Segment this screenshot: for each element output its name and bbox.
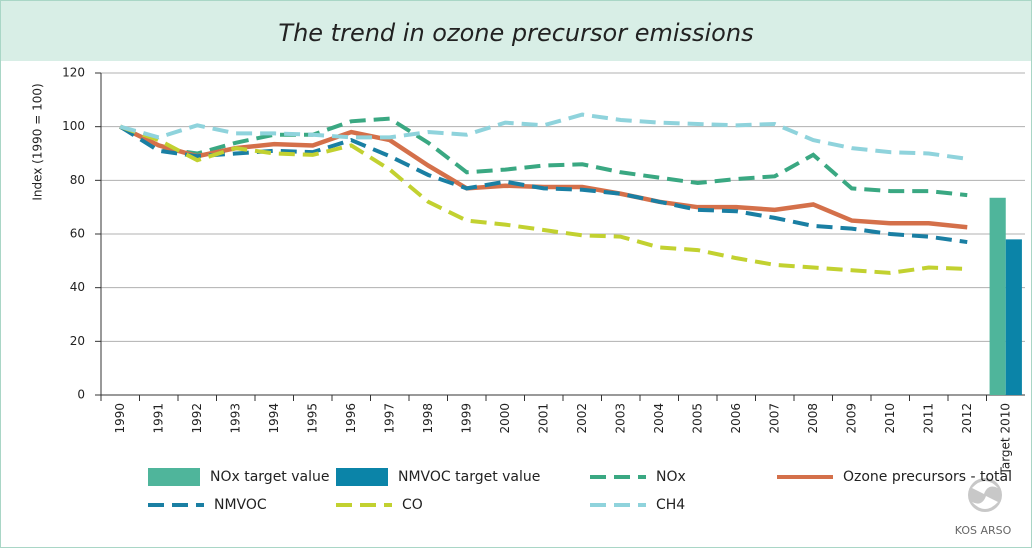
- line-series: [119, 112, 968, 161]
- x-tick-label: 2009: [844, 403, 858, 434]
- legend-swatch: [336, 468, 388, 486]
- x-tick-label: 1991: [151, 403, 165, 434]
- legend-label: NMVOC target value: [398, 469, 540, 485]
- y-tick-label: 40: [70, 280, 85, 294]
- x-tick-label: 1995: [305, 403, 319, 434]
- x-tick-label: 1994: [267, 403, 281, 434]
- x-tick-label: 1990: [113, 403, 127, 434]
- x-tick-label: 1999: [459, 403, 473, 434]
- x-tick-label: 2011: [921, 403, 935, 434]
- chart-title: The trend in ozone precursor emissions: [278, 19, 753, 47]
- y-tick-label: 0: [77, 388, 85, 402]
- x-tick-label: 2003: [613, 403, 627, 434]
- x-tick-label: 2007: [767, 403, 781, 434]
- x-tick-label: 2012: [960, 403, 974, 434]
- legend-label: CH4: [656, 497, 685, 513]
- y-tick-label: 120: [62, 66, 85, 80]
- source: KOS ARSO: [955, 524, 1012, 537]
- line-series: [119, 116, 968, 198]
- x-tick-label: 2008: [806, 403, 820, 434]
- legend-swatch: [148, 468, 200, 486]
- x-tick-label: 1996: [344, 403, 358, 434]
- x-tick-label: 2005: [690, 403, 704, 434]
- legend-label: NMVOC: [214, 497, 267, 513]
- x-tick-label: 2000: [498, 403, 512, 434]
- legend-label: Ozone precursors - total: [843, 469, 1012, 485]
- x-tick-label: 1992: [190, 403, 204, 434]
- y-tick-label: 100: [62, 119, 85, 133]
- line-series: [119, 124, 968, 275]
- x-tick-label: 1997: [382, 403, 396, 434]
- legend-label: NOx: [656, 469, 686, 485]
- logo: [968, 478, 1002, 512]
- y-tick-label: 80: [70, 173, 85, 187]
- y-axis-label: Index (1990 = 100): [31, 83, 45, 200]
- y-tick-label: 20: [70, 334, 85, 348]
- bar: [1005, 239, 1022, 395]
- x-tick-label: 1998: [421, 403, 435, 434]
- legend-label: NOx target value: [210, 469, 330, 485]
- x-tick-label: 2001: [536, 403, 550, 434]
- title-band: [1, 1, 1031, 61]
- x-tick-label: 2006: [729, 403, 743, 434]
- x-tick-label: 2004: [652, 403, 666, 434]
- y-tick-label: 60: [70, 227, 85, 241]
- bar: [989, 197, 1006, 395]
- x-tick-label: 2002: [575, 403, 589, 434]
- x-tick-label: Target 2010: [998, 403, 1012, 475]
- x-tick-label: 1993: [228, 403, 242, 434]
- legend-label: CO: [402, 497, 423, 513]
- x-tick-label: 2010: [883, 403, 897, 434]
